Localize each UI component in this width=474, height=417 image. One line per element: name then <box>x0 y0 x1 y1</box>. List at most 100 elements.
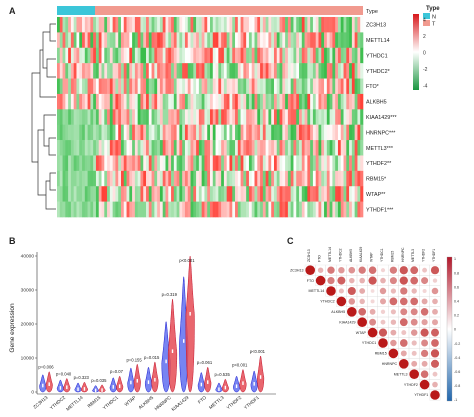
heatmap-cell <box>151 17 155 33</box>
heatmap-cell <box>143 17 147 33</box>
heatmap-cell <box>360 17 364 33</box>
heatmap-cell <box>148 32 152 49</box>
heatmap-cell <box>324 201 328 218</box>
violin-x-tick-label: WTAP <box>124 395 137 407</box>
heatmap-cell <box>207 47 211 64</box>
heatmap-cell <box>98 109 102 125</box>
heatmap-cell <box>212 17 216 33</box>
heatmap-cell <box>340 186 344 202</box>
heatmap-row-label: METTL14 <box>366 38 390 44</box>
heatmap-cell <box>351 78 355 95</box>
corr-circle <box>326 286 336 296</box>
heatmap-cell <box>201 155 205 172</box>
heatmap-cell <box>126 63 130 79</box>
heatmap-cell <box>70 93 74 110</box>
heatmap-cell <box>360 155 364 172</box>
corr-circle <box>358 307 367 316</box>
heatmap-cell <box>332 47 336 64</box>
heatmap-cell <box>87 93 91 110</box>
heatmap-cell <box>151 47 155 64</box>
heatmap-cell <box>204 109 208 125</box>
heatmap-cell <box>254 78 258 95</box>
heatmap-cell <box>296 170 300 187</box>
heatmap-cell <box>321 109 325 125</box>
corr-row-label: YTHDC2 <box>320 300 334 304</box>
heatmap-cell <box>115 17 119 33</box>
heatmap-cell <box>187 47 191 64</box>
heatmap-cell <box>148 201 152 218</box>
heatmap-cell <box>187 63 191 79</box>
heatmap-cell <box>65 201 69 218</box>
heatmap-cell <box>201 201 205 218</box>
heatmap-cell <box>346 124 350 141</box>
heatmap-cell <box>232 78 236 95</box>
heatmap-cell <box>70 186 74 202</box>
heatmap-cell <box>162 186 166 202</box>
heatmap-cell <box>165 47 169 64</box>
heatmap-cell <box>57 170 61 187</box>
heatmap-cell <box>307 63 311 79</box>
heatmap-cell <box>157 63 161 79</box>
heatmap-cell <box>360 109 364 125</box>
heatmap-cell <box>318 170 322 187</box>
corr-col-label: YTHDC2 <box>338 248 342 262</box>
heatmap-cell <box>137 32 141 49</box>
heatmap-cell <box>251 47 255 64</box>
heatmap-cell <box>148 93 152 110</box>
heatmap-cell <box>173 17 177 33</box>
heatmap-cell <box>235 155 239 172</box>
heatmap-cell <box>318 63 322 79</box>
heatmap-cell <box>346 47 350 64</box>
heatmap-cell <box>235 78 239 95</box>
heatmap-cell <box>260 186 264 202</box>
heatmap-cell <box>204 32 208 49</box>
heatmap-cell <box>184 32 189 49</box>
heatmap-cell <box>171 17 175 33</box>
heatmap-cell <box>115 78 119 95</box>
heatmap-cell <box>193 170 197 187</box>
heatmap-cell <box>90 93 94 110</box>
heatmap-cell <box>190 186 194 202</box>
heatmap-cell <box>70 47 74 64</box>
heatmap-cell <box>84 140 88 156</box>
heatmap-cell <box>65 63 69 79</box>
legend-swatch-n <box>423 13 430 19</box>
heatmap-cell <box>140 170 144 187</box>
heatmap-cell <box>173 170 177 187</box>
heatmap-cell <box>179 155 183 172</box>
corr-cell <box>429 389 441 401</box>
heatmap-cell <box>301 93 305 110</box>
heatmap-cell <box>190 201 194 218</box>
heatmap-cell <box>112 47 116 64</box>
heatmap-cell <box>326 17 330 33</box>
heatmap-cell <box>290 186 294 202</box>
heatmap-cell <box>193 124 197 141</box>
heatmap-cell <box>104 201 108 218</box>
heatmap-cell <box>271 47 275 64</box>
heatmap-cell <box>193 78 197 95</box>
heatmap-cell <box>93 201 97 218</box>
heatmap-cell <box>120 201 125 218</box>
heatmap-cell <box>184 201 189 218</box>
heatmap-cell <box>310 63 314 79</box>
heatmap-cell <box>354 47 358 64</box>
heatmap-cell <box>79 124 83 141</box>
corr-circle <box>422 288 427 294</box>
heatmap-cell <box>324 47 328 64</box>
heatmap-cell <box>290 93 294 110</box>
heatmap-cell <box>62 78 66 95</box>
heatmap-cell <box>260 155 264 172</box>
corr-col-label: YTHDF2 <box>422 249 426 262</box>
heatmap-cell <box>207 186 211 202</box>
heatmap-cell <box>315 63 319 79</box>
heatmap-cell <box>76 186 80 202</box>
heatmap-cell <box>354 186 358 202</box>
corr-circle <box>380 309 386 314</box>
heatmap-cell <box>223 93 227 110</box>
heatmap-cell <box>301 47 305 64</box>
heatmap-cell <box>171 155 175 172</box>
heatmap-cell <box>285 93 289 110</box>
heatmap-cell <box>285 124 289 141</box>
